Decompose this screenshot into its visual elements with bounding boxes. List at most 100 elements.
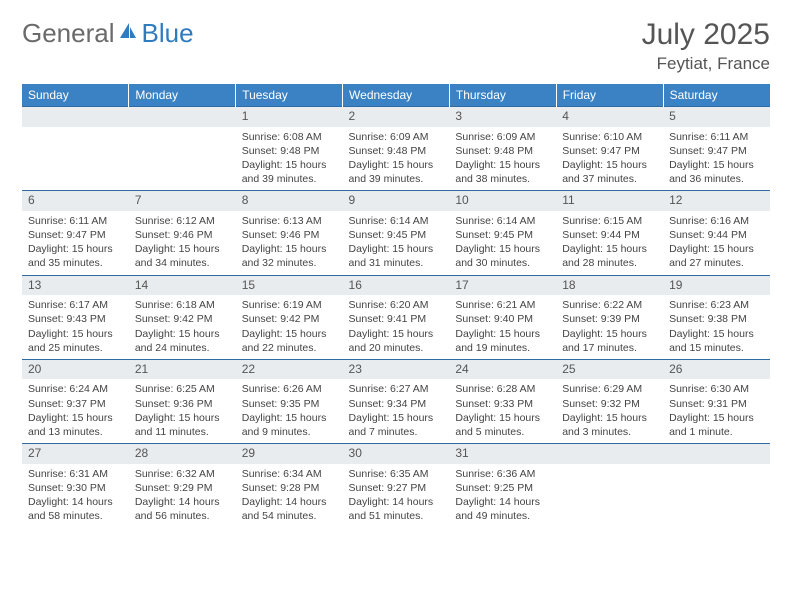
day-body: Sunrise: 6:08 AMSunset: 9:48 PMDaylight:…	[236, 127, 343, 191]
day-number: 27	[22, 444, 129, 464]
day-body: Sunrise: 6:34 AMSunset: 9:28 PMDaylight:…	[236, 464, 343, 528]
day-number: 10	[449, 191, 556, 211]
day-body: Sunrise: 6:13 AMSunset: 9:46 PMDaylight:…	[236, 211, 343, 275]
calendar-cell: 3Sunrise: 6:09 AMSunset: 9:48 PMDaylight…	[449, 107, 556, 191]
day-body: Sunrise: 6:09 AMSunset: 9:48 PMDaylight:…	[449, 127, 556, 191]
day-body: Sunrise: 6:26 AMSunset: 9:35 PMDaylight:…	[236, 379, 343, 443]
day-number: 1	[236, 107, 343, 127]
calendar-cell	[663, 444, 770, 528]
calendar-row: 13Sunrise: 6:17 AMSunset: 9:43 PMDayligh…	[22, 275, 770, 359]
day-number: 26	[663, 360, 770, 380]
day-number: 9	[343, 191, 450, 211]
weekday-header: Saturday	[663, 84, 770, 107]
weekday-header: Friday	[556, 84, 663, 107]
day-body: Sunrise: 6:16 AMSunset: 9:44 PMDaylight:…	[663, 211, 770, 275]
day-body: Sunrise: 6:35 AMSunset: 9:27 PMDaylight:…	[343, 464, 450, 528]
day-body: Sunrise: 6:32 AMSunset: 9:29 PMDaylight:…	[129, 464, 236, 528]
calendar-row: 6Sunrise: 6:11 AMSunset: 9:47 PMDaylight…	[22, 191, 770, 275]
calendar-cell: 7Sunrise: 6:12 AMSunset: 9:46 PMDaylight…	[129, 191, 236, 275]
day-number: 4	[556, 107, 663, 127]
page-title: July 2025	[642, 18, 770, 52]
day-body: Sunrise: 6:24 AMSunset: 9:37 PMDaylight:…	[22, 379, 129, 443]
day-number: 7	[129, 191, 236, 211]
day-body: Sunrise: 6:18 AMSunset: 9:42 PMDaylight:…	[129, 295, 236, 359]
day-body: Sunrise: 6:09 AMSunset: 9:48 PMDaylight:…	[343, 127, 450, 191]
day-number: 16	[343, 276, 450, 296]
day-number-empty	[22, 107, 129, 127]
day-body: Sunrise: 6:28 AMSunset: 9:33 PMDaylight:…	[449, 379, 556, 443]
day-number: 15	[236, 276, 343, 296]
day-number: 29	[236, 444, 343, 464]
day-body: Sunrise: 6:31 AMSunset: 9:30 PMDaylight:…	[22, 464, 129, 528]
calendar-cell: 28Sunrise: 6:32 AMSunset: 9:29 PMDayligh…	[129, 444, 236, 528]
day-body: Sunrise: 6:30 AMSunset: 9:31 PMDaylight:…	[663, 379, 770, 443]
calendar-table: SundayMondayTuesdayWednesdayThursdayFrid…	[22, 84, 770, 528]
day-number: 31	[449, 444, 556, 464]
logo-sail-icon	[118, 21, 138, 46]
day-number: 24	[449, 360, 556, 380]
day-body: Sunrise: 6:22 AMSunset: 9:39 PMDaylight:…	[556, 295, 663, 359]
day-body: Sunrise: 6:20 AMSunset: 9:41 PMDaylight:…	[343, 295, 450, 359]
title-block: July 2025 Feytiat, France	[642, 18, 770, 74]
calendar-cell: 4Sunrise: 6:10 AMSunset: 9:47 PMDaylight…	[556, 107, 663, 191]
header: General Blue July 2025 Feytiat, France	[22, 18, 770, 74]
day-number: 19	[663, 276, 770, 296]
calendar-cell	[129, 107, 236, 191]
day-number-empty	[663, 444, 770, 464]
calendar-cell: 20Sunrise: 6:24 AMSunset: 9:37 PMDayligh…	[22, 359, 129, 443]
calendar-cell: 1Sunrise: 6:08 AMSunset: 9:48 PMDaylight…	[236, 107, 343, 191]
day-body: Sunrise: 6:23 AMSunset: 9:38 PMDaylight:…	[663, 295, 770, 359]
calendar-row: 1Sunrise: 6:08 AMSunset: 9:48 PMDaylight…	[22, 107, 770, 191]
calendar-cell: 30Sunrise: 6:35 AMSunset: 9:27 PMDayligh…	[343, 444, 450, 528]
day-number: 6	[22, 191, 129, 211]
day-body: Sunrise: 6:12 AMSunset: 9:46 PMDaylight:…	[129, 211, 236, 275]
calendar-row: 20Sunrise: 6:24 AMSunset: 9:37 PMDayligh…	[22, 359, 770, 443]
day-body: Sunrise: 6:29 AMSunset: 9:32 PMDaylight:…	[556, 379, 663, 443]
calendar-cell: 5Sunrise: 6:11 AMSunset: 9:47 PMDaylight…	[663, 107, 770, 191]
day-body: Sunrise: 6:15 AMSunset: 9:44 PMDaylight:…	[556, 211, 663, 275]
calendar-row: 27Sunrise: 6:31 AMSunset: 9:30 PMDayligh…	[22, 444, 770, 528]
calendar-cell: 31Sunrise: 6:36 AMSunset: 9:25 PMDayligh…	[449, 444, 556, 528]
day-number: 17	[449, 276, 556, 296]
weekday-header: Monday	[129, 84, 236, 107]
day-body: Sunrise: 6:14 AMSunset: 9:45 PMDaylight:…	[449, 211, 556, 275]
calendar-cell: 19Sunrise: 6:23 AMSunset: 9:38 PMDayligh…	[663, 275, 770, 359]
calendar-cell: 2Sunrise: 6:09 AMSunset: 9:48 PMDaylight…	[343, 107, 450, 191]
calendar-cell	[556, 444, 663, 528]
calendar-cell: 23Sunrise: 6:27 AMSunset: 9:34 PMDayligh…	[343, 359, 450, 443]
logo-text-general: General	[22, 18, 115, 49]
calendar-cell: 29Sunrise: 6:34 AMSunset: 9:28 PMDayligh…	[236, 444, 343, 528]
day-body: Sunrise: 6:36 AMSunset: 9:25 PMDaylight:…	[449, 464, 556, 528]
calendar-cell	[22, 107, 129, 191]
day-body: Sunrise: 6:25 AMSunset: 9:36 PMDaylight:…	[129, 379, 236, 443]
calendar-cell: 6Sunrise: 6:11 AMSunset: 9:47 PMDaylight…	[22, 191, 129, 275]
calendar-cell: 25Sunrise: 6:29 AMSunset: 9:32 PMDayligh…	[556, 359, 663, 443]
calendar-body: 1Sunrise: 6:08 AMSunset: 9:48 PMDaylight…	[22, 107, 770, 528]
day-body: Sunrise: 6:11 AMSunset: 9:47 PMDaylight:…	[663, 127, 770, 191]
day-number-empty	[556, 444, 663, 464]
logo-text-blue: Blue	[142, 18, 194, 49]
calendar-cell: 13Sunrise: 6:17 AMSunset: 9:43 PMDayligh…	[22, 275, 129, 359]
day-number: 14	[129, 276, 236, 296]
day-number: 18	[556, 276, 663, 296]
day-number: 13	[22, 276, 129, 296]
day-number-empty	[129, 107, 236, 127]
calendar-cell: 16Sunrise: 6:20 AMSunset: 9:41 PMDayligh…	[343, 275, 450, 359]
calendar-cell: 26Sunrise: 6:30 AMSunset: 9:31 PMDayligh…	[663, 359, 770, 443]
day-number: 28	[129, 444, 236, 464]
day-body: Sunrise: 6:19 AMSunset: 9:42 PMDaylight:…	[236, 295, 343, 359]
calendar-cell: 12Sunrise: 6:16 AMSunset: 9:44 PMDayligh…	[663, 191, 770, 275]
calendar-cell: 11Sunrise: 6:15 AMSunset: 9:44 PMDayligh…	[556, 191, 663, 275]
day-number: 20	[22, 360, 129, 380]
day-number: 2	[343, 107, 450, 127]
calendar-cell: 9Sunrise: 6:14 AMSunset: 9:45 PMDaylight…	[343, 191, 450, 275]
weekday-header: Wednesday	[343, 84, 450, 107]
page-location: Feytiat, France	[642, 54, 770, 74]
day-number: 12	[663, 191, 770, 211]
day-number: 11	[556, 191, 663, 211]
calendar-cell: 14Sunrise: 6:18 AMSunset: 9:42 PMDayligh…	[129, 275, 236, 359]
logo: General Blue	[22, 18, 194, 49]
calendar-cell: 18Sunrise: 6:22 AMSunset: 9:39 PMDayligh…	[556, 275, 663, 359]
calendar-cell: 15Sunrise: 6:19 AMSunset: 9:42 PMDayligh…	[236, 275, 343, 359]
calendar-cell: 21Sunrise: 6:25 AMSunset: 9:36 PMDayligh…	[129, 359, 236, 443]
